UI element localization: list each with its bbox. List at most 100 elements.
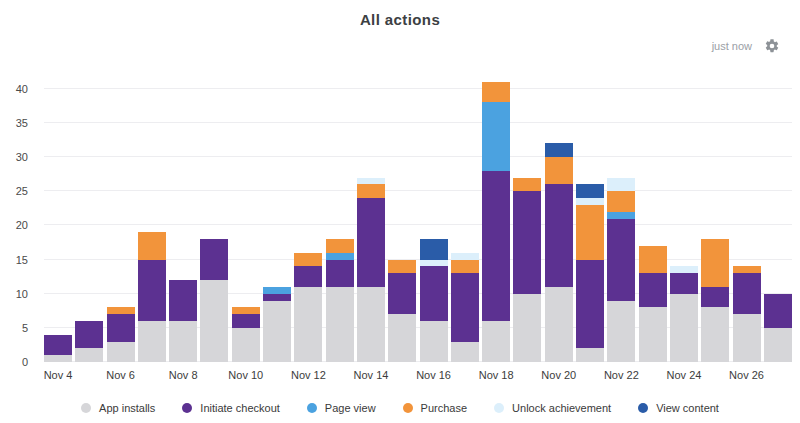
bar-segment[interactable] [263, 294, 291, 301]
bar-segment[interactable] [107, 342, 135, 362]
bar[interactable]: Nov 16 [420, 239, 448, 362]
bar-segment[interactable] [451, 273, 479, 341]
bar-segment[interactable] [482, 82, 510, 102]
legend-item[interactable]: App installs [81, 402, 155, 414]
bar-segment[interactable] [420, 266, 448, 321]
bar-segment[interactable] [357, 178, 385, 185]
bar[interactable]: Nov 14 [357, 178, 385, 362]
bar-segment[interactable] [576, 184, 604, 198]
bar-segment[interactable] [482, 171, 510, 321]
bar[interactable] [388, 260, 416, 362]
bar[interactable]: Nov 6 [107, 307, 135, 362]
bar-segment[interactable] [44, 355, 72, 362]
bar[interactable] [75, 321, 103, 362]
bar-segment[interactable] [670, 273, 698, 293]
bar[interactable]: Nov 4 [44, 335, 72, 362]
bar-segment[interactable] [107, 314, 135, 341]
bar-segment[interactable] [733, 273, 761, 314]
bar-segment[interactable] [576, 198, 604, 205]
bar-segment[interactable] [701, 307, 729, 362]
bar-segment[interactable] [451, 342, 479, 362]
bar-segment[interactable] [388, 314, 416, 362]
bar-segment[interactable] [200, 280, 228, 362]
bar[interactable] [138, 232, 166, 362]
bar-segment[interactable] [420, 239, 448, 259]
bar-segment[interactable] [451, 260, 479, 274]
bar-segment[interactable] [294, 287, 322, 362]
bar[interactable] [701, 239, 729, 362]
bar-segment[interactable] [701, 287, 729, 307]
bar[interactable]: Nov 8 [169, 280, 197, 362]
bar-segment[interactable] [107, 307, 135, 314]
bar-segment[interactable] [764, 294, 792, 328]
bar-segment[interactable] [294, 266, 322, 286]
bar-segment[interactable] [388, 273, 416, 314]
bar-segment[interactable] [576, 205, 604, 260]
bar-segment[interactable] [326, 239, 354, 253]
bar-segment[interactable] [294, 253, 322, 267]
bar[interactable]: Nov 22 [607, 178, 635, 362]
bar-segment[interactable] [639, 273, 667, 307]
bar-segment[interactable] [75, 321, 103, 348]
bar-segment[interactable] [232, 328, 260, 362]
legend-item[interactable]: View content [638, 402, 719, 414]
legend-item[interactable]: Purchase [403, 402, 467, 414]
bar-segment[interactable] [138, 260, 166, 321]
bar[interactable]: Nov 18 [482, 82, 510, 362]
bar-segment[interactable] [169, 280, 197, 321]
bar-segment[interactable] [263, 301, 291, 362]
bar-segment[interactable] [357, 184, 385, 198]
settings-gear-icon[interactable] [764, 38, 780, 54]
bar[interactable] [576, 184, 604, 362]
bar-segment[interactable] [138, 232, 166, 259]
bar-segment[interactable] [733, 266, 761, 273]
bar-segment[interactable] [733, 314, 761, 362]
legend-item[interactable]: Unlock achievement [494, 402, 611, 414]
bar-segment[interactable] [607, 212, 635, 219]
bar-segment[interactable] [513, 178, 541, 192]
legend-item[interactable]: Page view [307, 402, 376, 414]
bar[interactable]: Nov 26 [733, 266, 761, 362]
bar-segment[interactable] [420, 260, 448, 267]
bar[interactable] [639, 246, 667, 362]
bar-segment[interactable] [44, 335, 72, 355]
bar-segment[interactable] [451, 253, 479, 260]
bar[interactable] [513, 178, 541, 362]
bar-segment[interactable] [576, 260, 604, 349]
bar-segment[interactable] [388, 260, 416, 274]
bar-segment[interactable] [670, 294, 698, 362]
bar[interactable] [326, 239, 354, 362]
bar-segment[interactable] [607, 219, 635, 301]
bar-segment[interactable] [607, 301, 635, 362]
bar[interactable] [263, 287, 291, 362]
bar[interactable]: Nov 24 [670, 266, 698, 362]
bar-segment[interactable] [607, 191, 635, 211]
bar-segment[interactable] [545, 157, 573, 184]
bar-segment[interactable] [545, 184, 573, 286]
bar-segment[interactable] [326, 287, 354, 362]
bar-segment[interactable] [639, 307, 667, 362]
bar-segment[interactable] [75, 348, 103, 362]
bar-segment[interactable] [357, 287, 385, 362]
bar[interactable] [200, 239, 228, 362]
bar-segment[interactable] [701, 239, 729, 287]
bar-segment[interactable] [357, 198, 385, 287]
bar-segment[interactable] [513, 191, 541, 293]
bar[interactable] [451, 253, 479, 362]
bar-segment[interactable] [326, 260, 354, 287]
bar[interactable]: Nov 20 [545, 143, 573, 362]
bar-segment[interactable] [263, 287, 291, 294]
bar-segment[interactable] [764, 328, 792, 362]
bar-segment[interactable] [232, 307, 260, 314]
bar-segment[interactable] [482, 321, 510, 362]
bar-segment[interactable] [482, 102, 510, 170]
bar-segment[interactable] [576, 348, 604, 362]
bar-segment[interactable] [200, 239, 228, 280]
bar-segment[interactable] [326, 253, 354, 260]
bar-segment[interactable] [169, 321, 197, 362]
bar[interactable] [764, 294, 792, 362]
bar-segment[interactable] [639, 246, 667, 273]
bar-segment[interactable] [670, 266, 698, 273]
legend-item[interactable]: Initiate checkout [182, 402, 280, 414]
bar-segment[interactable] [545, 287, 573, 362]
